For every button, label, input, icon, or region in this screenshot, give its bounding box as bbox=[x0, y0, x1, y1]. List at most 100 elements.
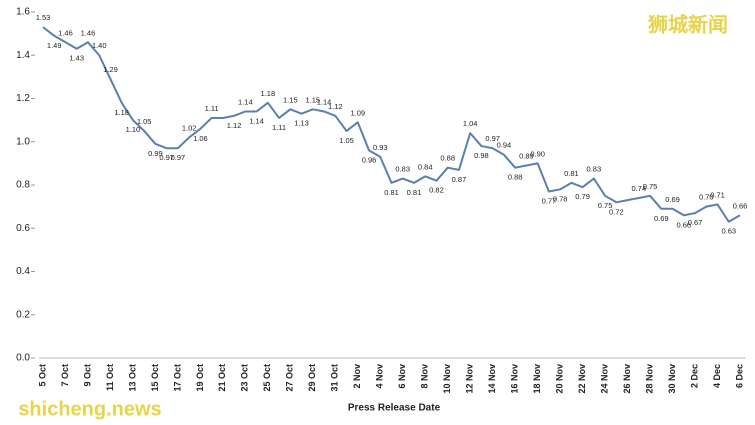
data-label: 1.05 bbox=[137, 117, 152, 126]
x-tick-label: 21 Oct bbox=[217, 364, 227, 392]
x-tick-label: 28 Nov bbox=[644, 364, 654, 394]
data-label: 0.97 bbox=[485, 134, 500, 143]
data-label: 0.69 bbox=[665, 195, 680, 204]
watermark: 狮城新闻 bbox=[648, 13, 728, 37]
data-label: 1.02 bbox=[182, 123, 197, 132]
x-tick-label: 27 Oct bbox=[285, 364, 295, 392]
data-label: 1.14 bbox=[249, 116, 264, 125]
data-label: 1.12 bbox=[328, 102, 343, 111]
x-tick-label: 26 Nov bbox=[622, 364, 632, 394]
x-tick-label: 30 Nov bbox=[667, 364, 677, 394]
data-label: 0.66 bbox=[676, 220, 691, 229]
data-label: 1.09 bbox=[350, 108, 365, 117]
data-label: 0.88 bbox=[508, 173, 523, 182]
data-label: 0.93 bbox=[373, 143, 388, 152]
data-label: 1.11 bbox=[205, 104, 219, 113]
y-tick-label: 1.0 bbox=[16, 136, 30, 147]
x-tick-label: 7 Oct bbox=[60, 364, 70, 387]
data-label: 1.15 bbox=[306, 95, 321, 104]
data-label: 0.69 bbox=[654, 214, 669, 223]
data-label: 0.98 bbox=[474, 151, 489, 160]
data-label: 0.74 bbox=[632, 184, 647, 193]
x-tick-label: 19 Oct bbox=[195, 364, 205, 392]
data-label: 0.81 bbox=[564, 169, 579, 178]
data-label: 0.83 bbox=[395, 164, 410, 173]
x-tick-label: 4 Nov bbox=[375, 364, 385, 389]
y-tick-label: 0.0 bbox=[16, 353, 30, 364]
x-tick-label: 13 Oct bbox=[127, 364, 137, 392]
x-tick-label: 18 Nov bbox=[532, 364, 542, 394]
x-tick-label: 14 Nov bbox=[487, 364, 497, 394]
x-tick-label: 29 Oct bbox=[307, 364, 317, 392]
x-tick-label: 8 Nov bbox=[420, 364, 430, 389]
x-tick-label: 22 Nov bbox=[577, 364, 587, 394]
data-label: 0.89 bbox=[519, 152, 534, 161]
x-tick-label: 25 Oct bbox=[262, 364, 272, 392]
data-label: 0.87 bbox=[452, 175, 467, 184]
x-tick-label: 12 Nov bbox=[465, 364, 475, 394]
data-label: 1.05 bbox=[339, 136, 354, 145]
x-tick-label: 6 Dec bbox=[734, 364, 744, 388]
data-label: 1.06 bbox=[193, 134, 208, 143]
x-tick-label: 20 Nov bbox=[555, 364, 565, 394]
data-label: 1.46 bbox=[58, 28, 73, 37]
line bbox=[42, 26, 741, 223]
data-label: 1.11 bbox=[272, 123, 286, 132]
data-label: 0.77 bbox=[542, 196, 557, 205]
data-label: 1.40 bbox=[92, 41, 107, 50]
data-label: 1.53 bbox=[36, 13, 51, 22]
data-label: 0.97 bbox=[171, 153, 186, 162]
data-label: 1.12 bbox=[227, 121, 242, 130]
data-label: 1.43 bbox=[69, 54, 84, 63]
data-label: 0.63 bbox=[721, 227, 736, 236]
data-label: 0.66 bbox=[733, 201, 748, 210]
watermark: shicheng.news bbox=[18, 398, 161, 420]
x-tick-label: 4 Dec bbox=[712, 364, 722, 388]
y-tick-label: 1.2 bbox=[16, 93, 30, 104]
data-label: 0.67 bbox=[688, 218, 703, 227]
x-tick-label: 11 Oct bbox=[105, 364, 115, 391]
data-label: 0.90 bbox=[530, 149, 545, 158]
x-tick-label: 15 Oct bbox=[150, 364, 160, 392]
data-label: 0.94 bbox=[497, 141, 512, 150]
x-tick-label: 6 Nov bbox=[397, 364, 407, 389]
data-label: 1.04 bbox=[463, 119, 478, 128]
data-label: 0.81 bbox=[384, 188, 399, 197]
x-tick-label: 16 Nov bbox=[510, 364, 520, 394]
data-label: 0.99 bbox=[148, 149, 163, 158]
data-label: 1.29 bbox=[103, 65, 118, 74]
data-label: 1.18 bbox=[261, 89, 276, 98]
data-label: 0.81 bbox=[407, 188, 422, 197]
data-label: 1.18 bbox=[114, 108, 129, 117]
x-tick-label: 2 Dec bbox=[689, 364, 699, 388]
data-label: 0.72 bbox=[609, 207, 624, 216]
x-tick-label: 5 Oct bbox=[37, 364, 47, 387]
data-label: 1.14 bbox=[238, 97, 253, 106]
data-label: 0.75 bbox=[643, 182, 658, 191]
data-label: 0.82 bbox=[429, 186, 444, 195]
data-label: 0.96 bbox=[362, 155, 377, 164]
data-label: 1.13 bbox=[294, 119, 309, 128]
data-label: 0.75 bbox=[598, 201, 613, 210]
data-label: 0.78 bbox=[553, 194, 568, 203]
x-tick-label: 31 Oct bbox=[330, 364, 340, 392]
data-label: 0.84 bbox=[418, 162, 433, 171]
x-tick-label: 10 Nov bbox=[442, 364, 452, 394]
y-tick-label: 0.6 bbox=[16, 223, 30, 234]
x-tick-label: 9 Oct bbox=[82, 364, 92, 387]
data-label: 0.88 bbox=[440, 154, 455, 163]
data-label: 0.83 bbox=[587, 164, 602, 173]
x-tick-label: 24 Nov bbox=[599, 364, 609, 394]
data-label: 0.71 bbox=[710, 190, 725, 199]
x-tick-label: 23 Oct bbox=[240, 364, 250, 392]
data-label: 1.46 bbox=[81, 28, 96, 37]
y-tick-label: 0.2 bbox=[16, 309, 30, 320]
data-label: 1.14 bbox=[317, 97, 332, 106]
data-label: 1.49 bbox=[47, 41, 62, 50]
x-axis-title: Press Release Date bbox=[348, 403, 441, 414]
x-tick-label: 17 Oct bbox=[172, 364, 182, 392]
y-tick-label: 0.4 bbox=[16, 266, 30, 277]
data-label: 0.70 bbox=[699, 193, 714, 202]
